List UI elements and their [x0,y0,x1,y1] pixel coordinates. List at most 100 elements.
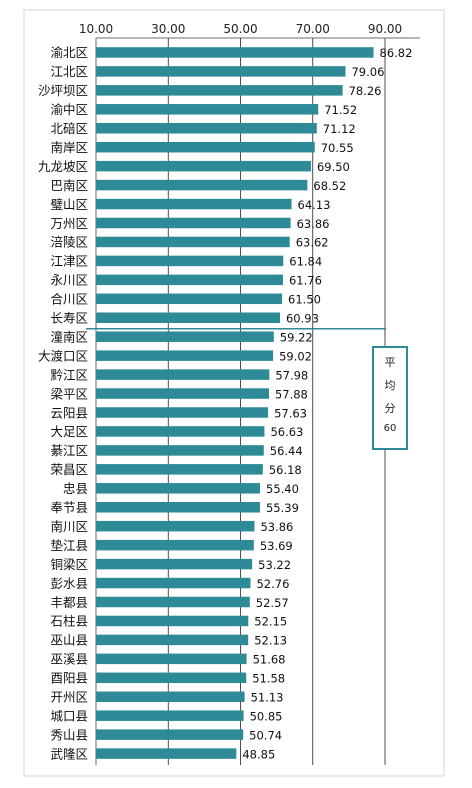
bar [96,426,265,437]
bar [96,350,274,361]
bar [96,748,237,759]
category-label: 丰都县 [50,595,88,610]
category-label: 开州区 [50,690,88,705]
category-label: 南岸区 [50,140,88,155]
category-labels: 渝北区江北区沙坪坝区渝中区北碚区南岸区九龙坡区巴南区璧山区万州区涪陵区江津区永川… [38,45,88,761]
category-label: 渝北区 [50,45,88,60]
bar [96,407,269,418]
category-label: 潼南区 [50,329,88,344]
bar [96,179,308,191]
category-label: 武隆区 [50,746,88,761]
category-label: 南川区 [50,519,88,534]
value-label: 60.93 [286,312,319,326]
category-label: 长寿区 [50,311,88,326]
bar [96,66,346,77]
average-annotation-box [372,346,408,450]
bar [96,729,244,740]
category-label: 彭水县 [50,576,88,591]
bar [96,710,244,721]
bar [96,445,264,456]
bar [96,160,311,172]
bar [96,312,280,323]
category-label: 秀山县 [50,727,88,742]
x-tick-label: 50.00 [223,22,257,36]
bar [96,274,283,286]
value-label: 53.69 [260,539,293,553]
value-label: 59.02 [279,349,312,363]
value-label: 68.52 [313,179,346,193]
category-label: 九龙坡区 [38,159,88,174]
category-label: 云阳县 [50,405,88,420]
category-label: 巴南区 [50,178,88,193]
value-label: 61.50 [288,293,321,307]
x-tick-label: 70.00 [296,22,330,36]
category-label: 渝中区 [50,102,88,117]
value-label: 51.68 [253,653,286,667]
category-label: 涪陵区 [50,235,88,250]
bar [96,331,274,342]
bar [96,520,255,532]
category-label: 巫溪县 [50,652,88,667]
value-label: 56.18 [269,463,302,477]
value-labels: 86.82 79.06 78.26 71.52 71.12 70.55 69.50 68.52… [242,46,412,761]
value-label: 56.63 [270,425,303,439]
value-label: 51.58 [252,672,285,686]
value-label: 71.52 [324,103,357,117]
value-label: 52.57 [256,596,289,610]
bar [96,577,251,589]
value-label: 71.12 [323,122,356,136]
value-label: 63.86 [297,217,330,231]
annotation-text: 均 [385,379,396,392]
category-label: 荣昌区 [50,462,88,477]
bar [96,255,284,267]
bar [96,691,245,702]
bar [96,558,253,570]
value-label: 86.82 [380,46,413,60]
bar [96,47,374,58]
bar [96,464,263,475]
bar [96,502,260,513]
bar [96,634,249,646]
category-label: 黔江区 [50,367,88,382]
bar [96,596,250,608]
value-label: 56.44 [270,444,303,458]
value-label: 61.84 [289,255,322,269]
value-label: 57.63 [274,406,307,420]
value-label: 52.15 [254,615,287,629]
bar [96,217,291,229]
value-label: 52.76 [256,577,289,591]
category-label: 酉阳县 [50,671,88,686]
x-axis-ticks: 10.00 30.00 50.00 70.00 90.00 [79,22,402,36]
value-label: 69.50 [317,160,350,174]
category-label: 大足区 [50,424,88,439]
bar [96,123,317,134]
value-label: 70.55 [321,141,354,155]
category-label: 城口县 [50,708,88,723]
average-annotation: 平均分 60 [372,346,408,450]
category-label: 永川区 [50,273,88,288]
bars [96,47,374,759]
category-label: 巫山县 [50,633,88,648]
category-label: 梁平区 [50,386,88,401]
value-label: 50.85 [250,709,283,723]
value-label: 57.98 [275,368,308,382]
category-label: 石柱县 [50,614,88,629]
annotation-text: 60 [384,423,397,434]
value-label: 57.88 [275,387,308,401]
value-label: 55.40 [266,482,299,496]
bar [96,293,283,305]
value-label: 53.86 [260,520,293,534]
value-label: 78.26 [349,84,382,98]
category-label: 合川区 [50,292,88,307]
value-label: 48.85 [242,747,275,761]
category-label: 奉节县 [50,500,88,515]
value-label: 55.39 [266,501,299,515]
bar [96,539,254,551]
bar [96,236,290,248]
category-label: 忠县 [63,481,88,496]
value-label: 63.62 [296,236,329,250]
category-label: 铜梁区 [50,557,88,572]
value-label: 61.76 [289,274,322,288]
category-label: 垫江县 [50,538,88,553]
